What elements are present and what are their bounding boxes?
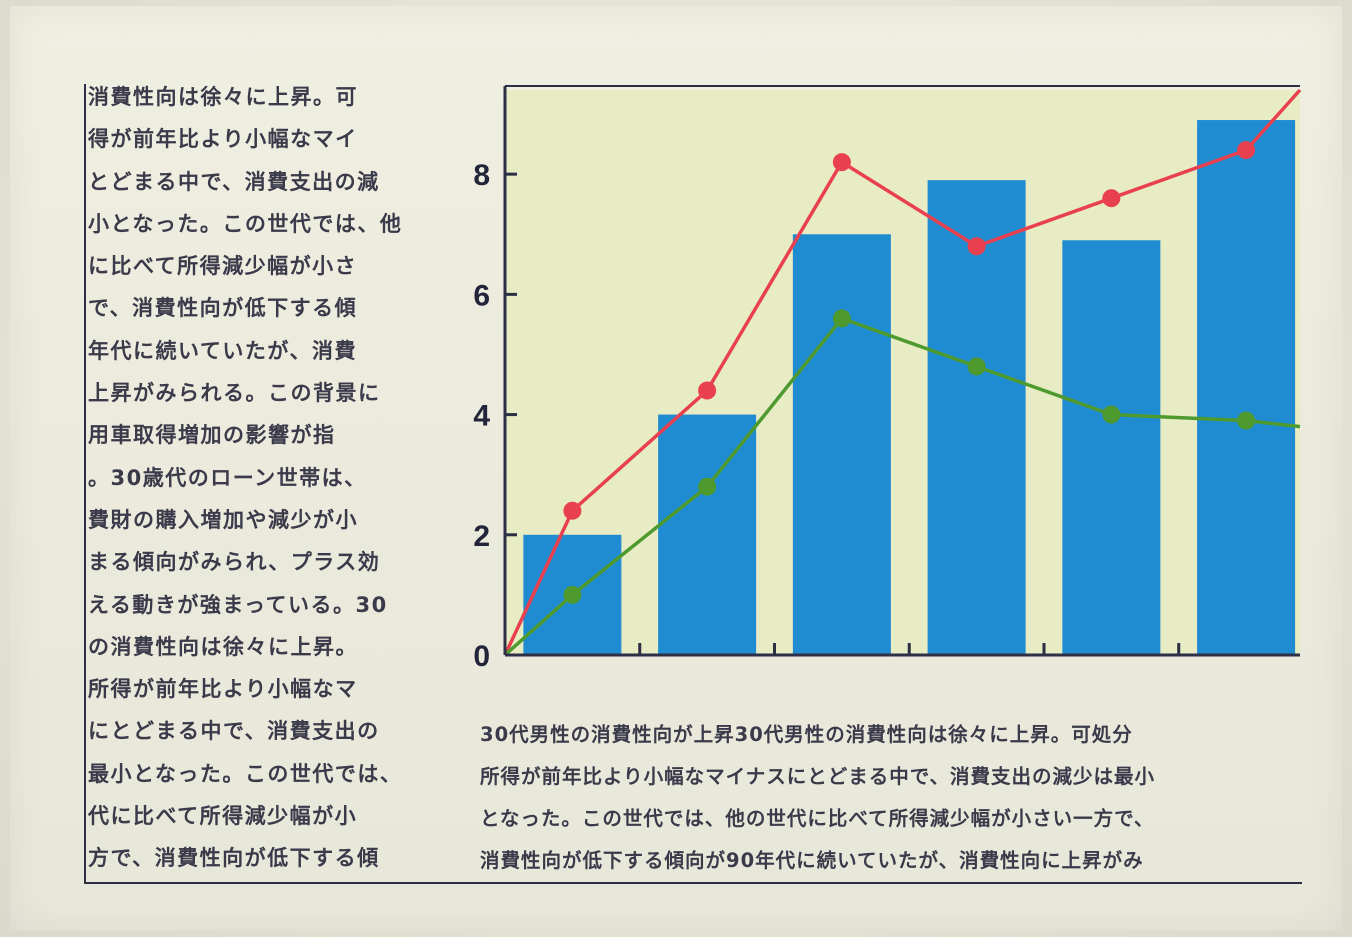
left-text-line: 代に比べて所得減少幅が小 (88, 804, 358, 829)
left-text-line: にとどまる中で、消費支出の (88, 719, 380, 744)
left-text-line: で、消費性向が低下する傾 (88, 296, 358, 321)
plot-area (505, 90, 1300, 655)
series-marker-green (1102, 405, 1121, 424)
series-marker-red (832, 153, 851, 172)
left-text-line: 方で、消費性向が低下する傾 (88, 846, 380, 871)
left-text-line: に比べて所得減少幅が小さ (88, 254, 358, 279)
y-tick-label: 6 (473, 279, 490, 312)
left-text-line: の消費性向は徐々に上昇。 (88, 634, 358, 659)
bar (658, 414, 757, 655)
bar (927, 180, 1026, 655)
left-text-line: 用車取得増加の影響が指 (88, 423, 336, 448)
series-marker-green (832, 309, 851, 328)
left-text-column: 消費性向は徐々に上昇。可 得が前年比より小幅なマイ とどまる中で、消費支出の減 小とな… (88, 76, 406, 880)
series-marker-red (563, 501, 582, 520)
bottom-text-line: となった。この世代では、他の世代に比べて所得減少幅が小さい一方で、 (480, 807, 1155, 830)
y-tick-label: 4 (473, 400, 490, 433)
text-frame (84, 84, 1302, 884)
series-marker-red (1102, 189, 1121, 208)
left-text-line: 年代に続いていたが、消費 (88, 338, 357, 363)
bar (1062, 240, 1161, 655)
bottom-text-line: 所得が前年比より小幅なマイナスにとどまる中で、消費支出の減少は最小 (480, 765, 1155, 788)
series-line-red (503, 88, 1302, 656)
bottom-text-block: 30代男性の消費性向が上昇30代男性の消費性向は徐々に上昇。可処分 所得が前年比よ… (480, 714, 1300, 884)
series-marker-green (1237, 411, 1256, 430)
y-tick-label: 0 (473, 640, 490, 673)
series-marker-red (698, 381, 717, 400)
series-marker-green (698, 477, 717, 496)
series-line-green (503, 316, 1301, 657)
bottom-text-line: 消費性向が低下する傾向が90年代に続いていたが、消費性向に上昇がみ (480, 849, 1144, 872)
left-text-line: 小となった。この世代では、他 (88, 211, 403, 236)
series-marker-green (967, 357, 986, 376)
series-marker-green (563, 585, 582, 604)
left-text-line: える動きが強まっている。30 (88, 592, 388, 617)
left-text-line: 。30歳代のローン世帯は、 (88, 465, 367, 490)
left-text-line: とどまる中で、消費支出の減 (88, 169, 380, 194)
series-marker-red (1237, 141, 1256, 160)
bar (792, 234, 891, 656)
left-text-line: 費財の購入増加や減少が小 (88, 507, 358, 532)
left-text-line: 所得が前年比より小幅なマ (88, 677, 358, 702)
y-tick-label: 2 (473, 520, 490, 553)
left-text-line: 得が前年比より小幅なマイ (88, 127, 358, 152)
left-text-line: 上昇がみられる。この背景に (88, 381, 381, 406)
y-tick-label: 8 (473, 159, 490, 192)
bottom-text-line: 30代男性の消費性向が上昇30代男性の消費性向は徐々に上昇。可処分 (480, 723, 1133, 746)
left-text-line: 消費性向は徐々に上昇。可 (88, 85, 358, 109)
left-text-line: 最小となった。この世代では、 (88, 761, 403, 786)
bar (1197, 120, 1296, 655)
left-text-line: まる傾向がみられ、プラス効 (88, 550, 381, 575)
series-marker-red (967, 237, 986, 256)
